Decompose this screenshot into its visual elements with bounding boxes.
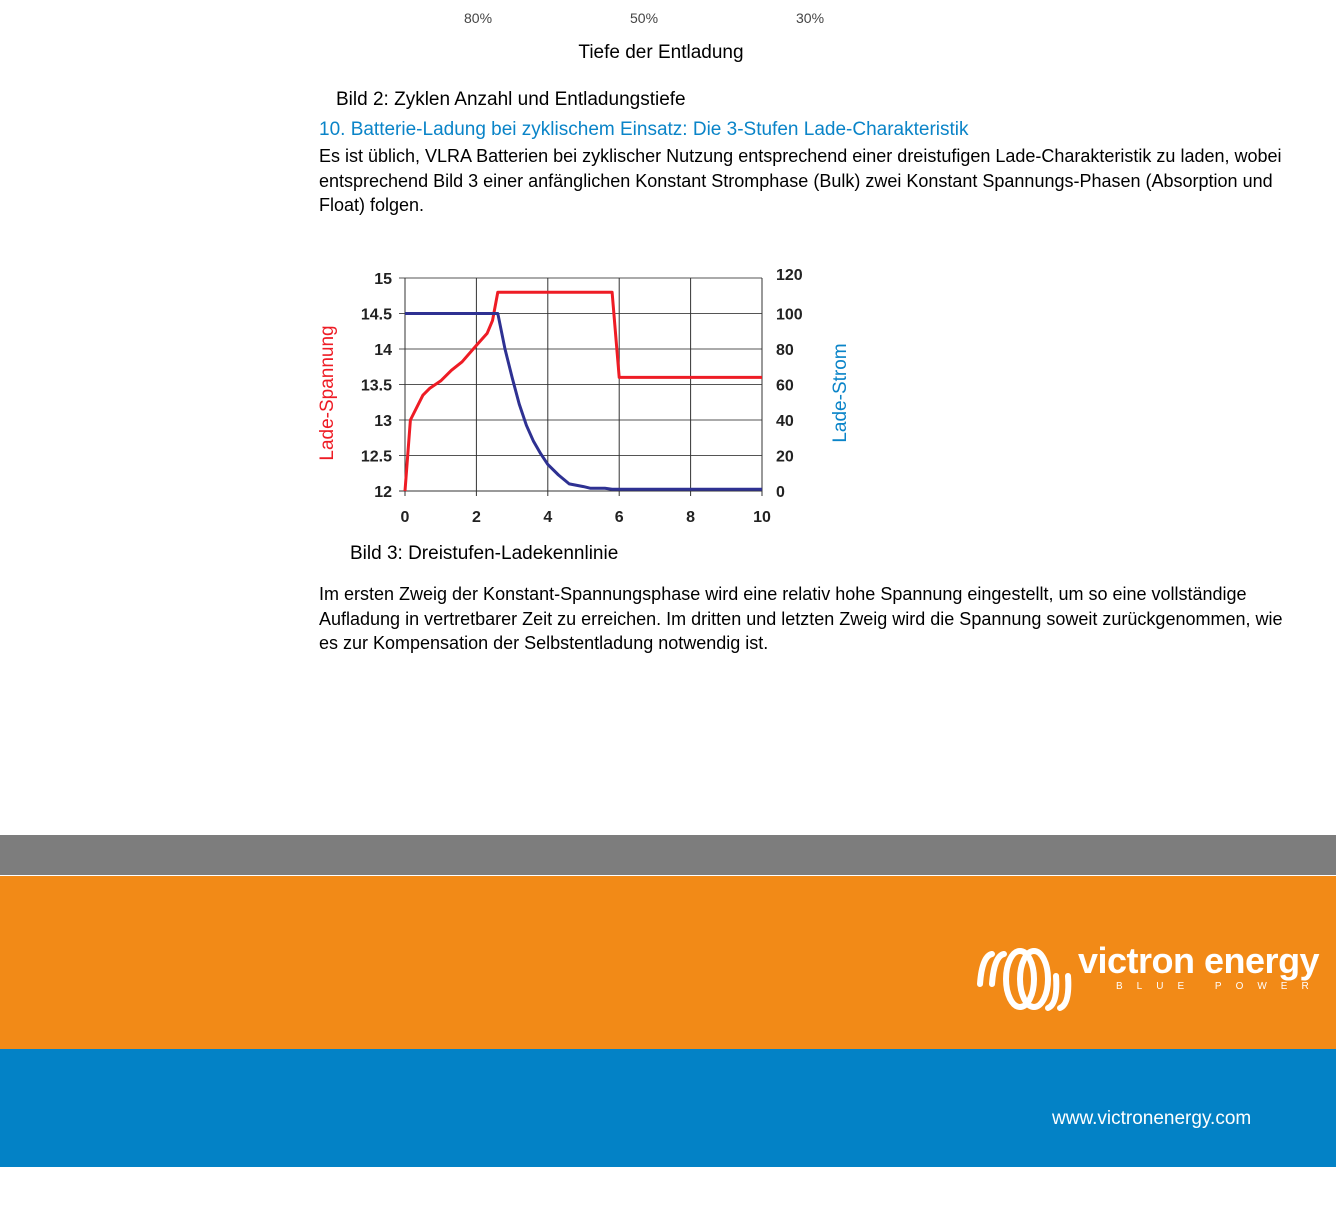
y-axis-label: Lade-Spannung <box>317 325 338 460</box>
y2-tick-label: 60 <box>776 378 794 395</box>
figure-3-caption: Bild 3: Dreistufen-Ladekennlinie <box>350 543 619 564</box>
footer-gray-band <box>0 835 1336 875</box>
y2-tick-label: 120 <box>776 267 803 284</box>
y2-axis-label: Lade-Strom <box>830 343 851 442</box>
brand-tagline: BLUE POWER <box>1116 981 1323 992</box>
brand-name: victron energy <box>1078 940 1320 981</box>
y-tick-label: 13 <box>374 413 392 430</box>
x-tick-label: 4 <box>543 509 552 526</box>
section-heading: 10. Batterie-Ladung bei zyklischem Einsa… <box>319 119 969 140</box>
prev-chart-tick-30: 30% <box>796 10 825 26</box>
footer-blue-band <box>0 1049 1336 1167</box>
x-tick-label: 0 <box>401 509 410 526</box>
y-tick-label: 12 <box>374 484 392 501</box>
victron-logo-icon <box>977 948 1072 1011</box>
x-tick-label: 6 <box>615 509 624 526</box>
prev-chart-tick-80: 80% <box>464 10 493 26</box>
footer-orange-band <box>0 876 1336 1049</box>
x-tick-label: 10 <box>753 509 771 526</box>
y-tick-label: 15 <box>374 271 392 288</box>
voltage-series-line <box>403 290 762 492</box>
figure-2-caption: Bild 2: Zyklen Anzahl und Entladungstief… <box>336 89 686 110</box>
paragraph-2: Im ersten Zweig der Konstant-Spannungsph… <box>319 584 1283 653</box>
y2-tick-label: 80 <box>776 342 794 359</box>
chart-lines <box>403 290 762 492</box>
y2-tick-label: 20 <box>776 449 794 466</box>
x-tick-label: 8 <box>686 509 695 526</box>
chart-axes: 12 12.5 13 13.5 14 14.5 15 0 20 40 60 80 100 120 0 2 4 6 8… <box>361 267 803 526</box>
charging-chart: 12 12.5 13 13.5 14 14.5 15 0 20 40 60 80 100 120 0 2 4 6 8… <box>317 267 851 526</box>
y-tick-label: 13.5 <box>361 378 392 395</box>
y2-tick-label: 0 <box>776 484 785 501</box>
chart-grid <box>399 277 763 496</box>
y2-tick-label: 40 <box>776 413 794 430</box>
prev-chart-tick-50: 50% <box>630 10 659 26</box>
y-tick-label: 14.5 <box>361 307 392 324</box>
y-tick-label: 14 <box>374 342 392 359</box>
y-tick-label: 12.5 <box>361 449 392 466</box>
current-series-line <box>405 312 762 491</box>
website-link[interactable]: www.victronenergy.com <box>1052 1108 1252 1129</box>
prev-chart-xlabel: Tiefe der Entladung <box>578 42 744 63</box>
y2-tick-label: 100 <box>776 307 803 324</box>
x-tick-label: 2 <box>472 509 481 526</box>
paragraph-1: Es ist üblich, VLRA Batterien bei zyklis… <box>319 146 1282 215</box>
